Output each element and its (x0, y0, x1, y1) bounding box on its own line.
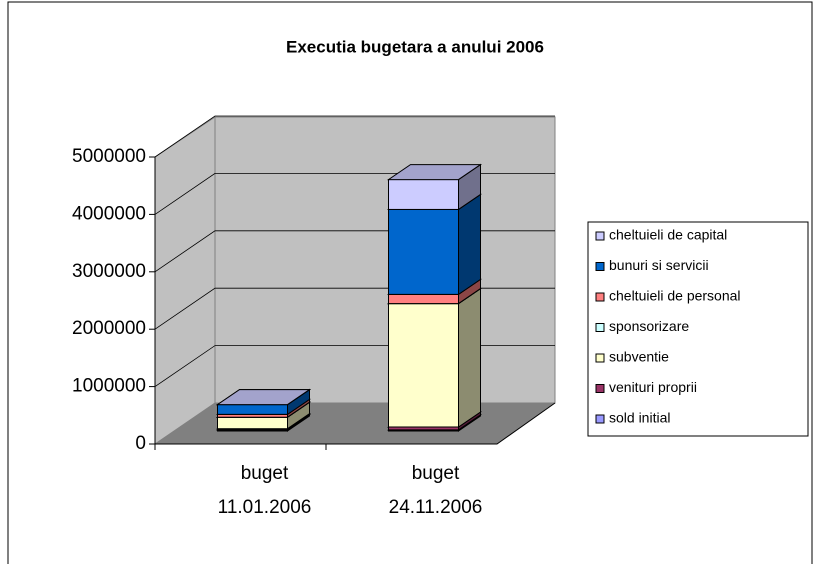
legend-swatch (595, 262, 605, 271)
y-tick-label: 5000000 (72, 146, 146, 167)
bar-top (215, 389, 312, 406)
chart-title: Executia bugetara a anului 2006 (286, 37, 544, 56)
x-axis (155, 402, 556, 445)
legend-label: sponsorizare (609, 318, 689, 334)
y-tick-label: 3000000 (72, 261, 146, 282)
y-tick-label: 4000000 (72, 203, 146, 224)
legend-swatch (595, 231, 605, 241)
bar (388, 303, 459, 428)
legend-label: bunuri si servicii (609, 257, 709, 273)
bar (388, 208, 459, 295)
y-tick-label: 1000000 (72, 376, 146, 397)
legend-label: sold initial (609, 410, 670, 426)
bar (388, 179, 459, 210)
legend-label: venituri proprii (609, 379, 697, 395)
legend-swatch (595, 414, 605, 424)
legend (587, 221, 809, 437)
y-tick-label: 2000000 (72, 318, 146, 339)
bar (217, 404, 288, 415)
legend-swatch (595, 353, 605, 363)
legend-swatch (595, 323, 605, 332)
bar (217, 416, 288, 430)
x-tick-label: buget (412, 463, 460, 484)
legend-swatch (595, 384, 605, 393)
x-tick-label: 24.11.2006 (389, 497, 483, 518)
legend-label: cheltuieli de personal (609, 288, 741, 304)
x-tick-label: buget (241, 463, 289, 484)
floor (155, 403, 555, 444)
bar-side (458, 193, 481, 296)
y-tick-label: 0 (135, 433, 146, 454)
bar-top (386, 164, 483, 181)
legend-label: subventie (609, 349, 669, 365)
bar-side (458, 287, 481, 428)
grid-line (154, 115, 555, 158)
legend-swatch (595, 292, 605, 302)
bar (388, 293, 459, 305)
legend-label: cheltuieli de capital (609, 227, 727, 243)
x-tick-label: 11.01.2006 (218, 497, 312, 518)
